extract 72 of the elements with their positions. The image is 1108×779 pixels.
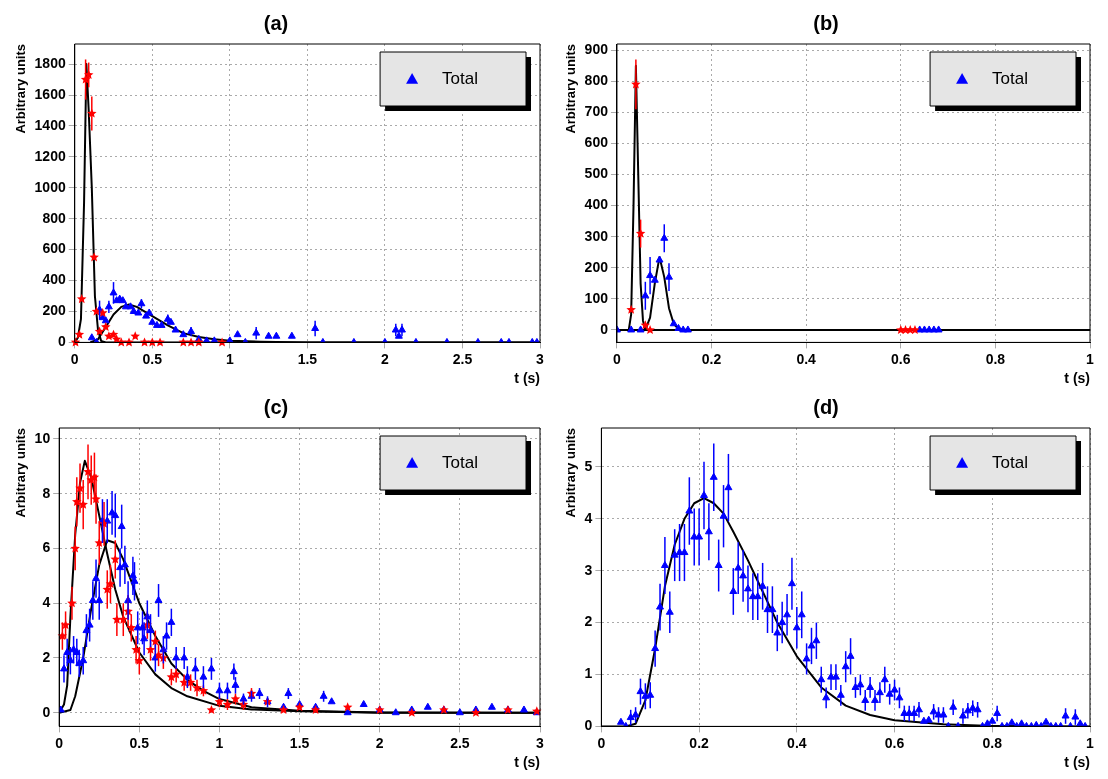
y-tick-label: 1600: [34, 85, 66, 102]
y-tick-label: 200: [42, 302, 66, 319]
x-tick-label: 0.2: [689, 734, 710, 751]
y-tick-label: 800: [42, 209, 66, 226]
y-tick-label: 300: [584, 227, 609, 244]
y-tick-label: 5: [584, 457, 593, 474]
y-tick-label: 0: [600, 320, 609, 337]
y-tick-label: 2: [42, 648, 51, 665]
x-tick-label: 0.4: [796, 350, 817, 367]
x-tick-label: 1.5: [297, 350, 318, 367]
x-axis-title: t (s): [514, 370, 540, 387]
chart-title: (d): [813, 395, 839, 418]
x-tick-label: 1: [1086, 734, 1095, 751]
x-tick-label: 0.5: [142, 350, 163, 367]
y-tick-label: 900: [584, 41, 609, 58]
y-tick-label: 1400: [34, 116, 66, 133]
legend-label: Total: [992, 68, 1029, 88]
y-axis-title: Arbitrary units: [563, 44, 579, 134]
x-axis-title: t (s): [514, 754, 540, 771]
x-tick-label: 2: [375, 734, 384, 751]
y-axis-title: Arbitrary units: [13, 428, 29, 518]
x-tick-label: 0: [70, 350, 79, 367]
y-tick-label: 3: [584, 561, 593, 578]
x-tick-label: 1: [215, 734, 224, 751]
chart-title: (c): [263, 395, 289, 418]
y-tick-label: 8: [42, 484, 51, 501]
chart-title: (b): [813, 11, 839, 34]
x-tick-label: 0.4: [787, 734, 807, 751]
y-tick-label: 1000: [34, 178, 66, 195]
x-tick-label: 0.5: [129, 734, 150, 751]
y-tick-label: 1800: [34, 54, 66, 71]
y-tick-label: 200: [584, 258, 609, 275]
y-tick-label: 0: [57, 333, 66, 350]
legend-label: Total: [442, 68, 479, 88]
x-tick-label: 1: [225, 350, 234, 367]
y-tick-label: 600: [42, 240, 66, 257]
x-tick-label: 0.2: [701, 350, 722, 367]
x-tick-label: 0.8: [985, 350, 1006, 367]
y-tick-label: 100: [584, 289, 609, 306]
x-tick-label: 2: [381, 350, 390, 367]
y-tick-label: 4: [42, 594, 51, 611]
chart-title: (a): [263, 11, 289, 34]
x-tick-label: 0.8: [982, 734, 1003, 751]
y-tick-label: 1200: [34, 147, 66, 164]
y-tick-label: 700: [584, 103, 609, 120]
y-tick-label: 0: [584, 717, 593, 734]
y-tick-label: 600: [584, 134, 609, 151]
y-tick-label: 4: [584, 509, 593, 526]
x-tick-label: 3: [536, 734, 545, 751]
x-tick-label: 0.6: [884, 734, 905, 751]
y-axis-title: Arbitrary units: [563, 428, 579, 518]
x-tick-label: 1.5: [289, 734, 310, 751]
x-tick-label: 1: [1086, 350, 1095, 367]
legend-label: Total: [442, 452, 479, 472]
y-tick-label: 400: [42, 271, 66, 288]
y-tick-label: 2: [584, 613, 593, 630]
x-tick-label: 0.6: [891, 350, 911, 367]
y-axis-title: Arbitrary units: [13, 44, 29, 134]
x-axis-title: t (s): [1064, 370, 1090, 387]
x-tick-label: 2.5: [452, 350, 473, 367]
y-tick-label: 800: [584, 72, 609, 89]
x-tick-label: 2.5: [450, 734, 470, 751]
y-tick-label: 400: [584, 196, 609, 213]
y-tick-label: 0: [42, 703, 51, 720]
y-tick-label: 10: [34, 429, 51, 446]
x-axis-title: t (s): [1064, 754, 1090, 771]
x-tick-label: 0: [613, 350, 622, 367]
y-tick-label: 500: [584, 165, 609, 182]
y-tick-label: 6: [42, 539, 51, 556]
y-tick-label: 1: [584, 665, 593, 682]
x-tick-label: 3: [536, 350, 545, 367]
legend-label: Total: [992, 452, 1029, 472]
